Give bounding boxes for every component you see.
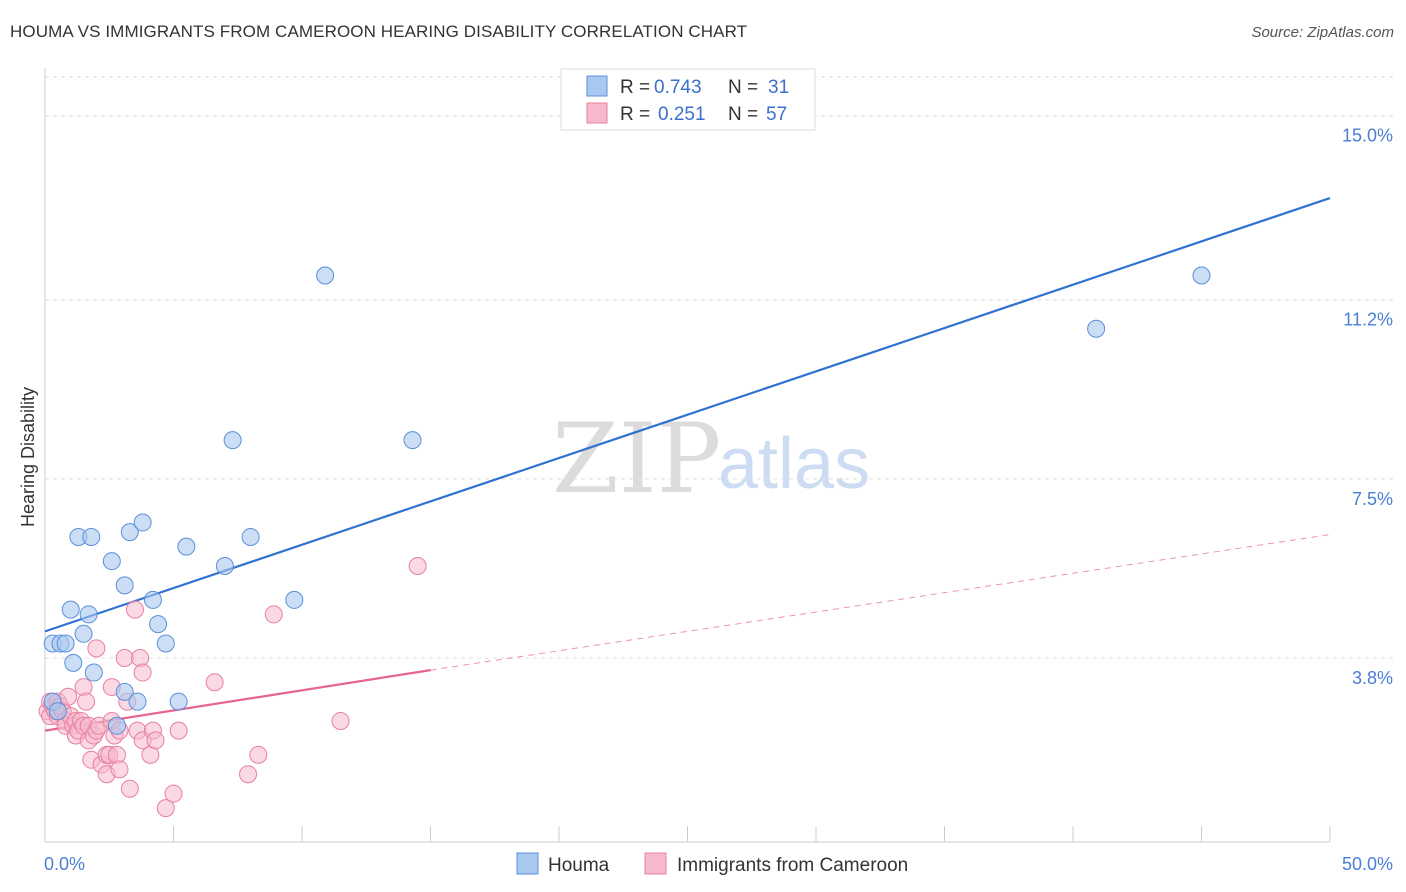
y-axis-title: Hearing Disability xyxy=(18,387,38,527)
y-tick-label: 11.2% xyxy=(1343,310,1393,330)
series-houma-points xyxy=(43,266,1211,735)
data-point-houma xyxy=(156,634,175,653)
data-point-cameroon xyxy=(164,784,183,803)
data-point-houma xyxy=(403,431,422,450)
watermark-atlas: atlas xyxy=(718,424,870,504)
x-tick-label-min: 0.0% xyxy=(44,854,85,874)
data-point-houma xyxy=(84,663,103,682)
legend-cameroon-r-value: 0.251 xyxy=(658,104,706,125)
data-point-cameroon xyxy=(408,557,427,576)
data-point-cameroon xyxy=(115,649,134,668)
data-point-houma xyxy=(79,605,98,624)
data-point-houma xyxy=(177,537,196,556)
data-point-houma xyxy=(61,600,80,619)
data-point-cameroon xyxy=(331,711,350,730)
legend-cameroon-n-label: N = xyxy=(728,104,758,125)
data-point-houma xyxy=(120,523,139,542)
legend-cameroon-r-label: R = xyxy=(620,104,650,125)
bottom-legend-cameroon-swatch xyxy=(644,852,667,875)
data-point-cameroon xyxy=(77,692,96,711)
source-credit: Source: ZipAtlas.com xyxy=(1251,24,1394,41)
data-point-houma xyxy=(115,682,134,701)
legend-houma-swatch xyxy=(586,75,608,97)
legend-cameroon-swatch xyxy=(586,102,608,124)
data-point-cameroon xyxy=(249,745,268,764)
watermark-zip: ZIP xyxy=(552,403,721,515)
data-point-houma xyxy=(143,590,162,609)
chart-title: HOUMA VS IMMIGRANTS FROM CAMEROON HEARIN… xyxy=(10,22,748,41)
watermark: ZIP atlas xyxy=(552,403,870,515)
data-point-cameroon xyxy=(110,760,129,779)
data-point-cameroon xyxy=(87,639,106,658)
data-point-cameroon xyxy=(133,663,152,682)
x-tick-label-max: 50.0% xyxy=(1342,854,1393,874)
data-point-houma xyxy=(48,702,67,721)
data-point-cameroon xyxy=(59,687,78,706)
series-cameroon-points xyxy=(38,557,427,818)
data-point-houma xyxy=(215,557,234,576)
axes xyxy=(44,68,1331,843)
bottom-legend-cameroon-label: Immigrants from Cameroon xyxy=(677,855,908,876)
data-point-houma xyxy=(115,576,134,595)
data-point-houma xyxy=(241,527,260,546)
legend-stats: R = 0.743 N = 31 R = 0.251 N = 57 xyxy=(560,68,816,131)
legend-cameroon-n-value: 57 xyxy=(766,104,787,125)
data-point-houma xyxy=(1192,266,1211,285)
data-point-houma xyxy=(1087,319,1106,338)
y-tick-label: 15.0% xyxy=(1342,126,1393,146)
data-point-cameroon xyxy=(146,731,165,750)
data-point-cameroon xyxy=(120,779,139,798)
data-point-cameroon xyxy=(125,600,144,619)
data-point-cameroon xyxy=(205,673,224,692)
data-point-houma xyxy=(102,552,121,571)
data-point-houma xyxy=(223,431,242,450)
data-point-houma xyxy=(133,513,152,532)
data-point-houma xyxy=(128,692,147,711)
trend-line-cameroon-extrapolated xyxy=(430,534,1331,671)
data-point-houma xyxy=(64,653,83,672)
data-point-cameroon xyxy=(239,765,258,784)
y-tick-label: 3.8% xyxy=(1352,668,1393,688)
legend-series: Houma Immigrants from Cameroon xyxy=(516,852,908,876)
data-point-houma xyxy=(149,615,168,634)
data-point-houma xyxy=(74,624,93,643)
data-point-cameroon xyxy=(156,799,175,818)
y-tick-label: 7.5% xyxy=(1352,489,1393,509)
data-point-houma xyxy=(56,634,75,653)
legend-houma-n-value: 31 xyxy=(768,77,789,98)
legend-houma-r-value: 0.743 xyxy=(654,77,702,98)
tick-labels: 3.8% 7.5% 11.2% 15.0% 0.0% 50.0% xyxy=(44,126,1393,874)
data-point-houma xyxy=(169,692,188,711)
data-point-cameroon xyxy=(169,721,188,740)
data-point-houma xyxy=(316,266,335,285)
legend-houma-n-label: N = xyxy=(728,77,758,98)
data-point-houma xyxy=(107,716,126,735)
trend-line-houma xyxy=(44,197,1331,633)
gridlines xyxy=(45,76,1394,659)
bottom-legend-houma-swatch xyxy=(516,852,539,875)
bottom-legend-houma-label: Houma xyxy=(548,855,610,876)
data-point-cameroon xyxy=(264,605,283,624)
legend-houma-r-label: R = xyxy=(620,77,650,98)
data-point-houma xyxy=(285,590,304,609)
data-point-houma xyxy=(82,527,101,546)
